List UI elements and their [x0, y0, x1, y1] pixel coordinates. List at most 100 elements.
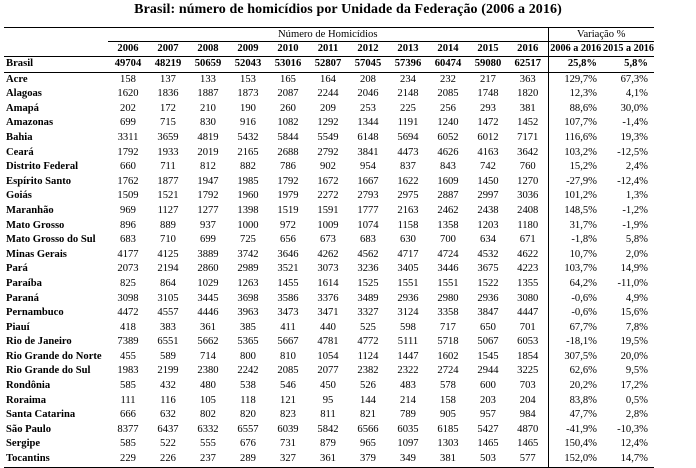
- cell-value: 203: [480, 394, 496, 406]
- cell-value: 3889: [197, 248, 219, 260]
- cell-value: 1614: [317, 277, 339, 289]
- cell-value: 2199: [157, 365, 179, 377]
- cell-value: 2087: [277, 88, 299, 100]
- cell-value: 60474: [428, 56, 468, 73]
- cell-value: 538: [240, 380, 256, 392]
- cell-value: 3446: [437, 263, 459, 275]
- cell-value: 253: [360, 102, 376, 114]
- cell-value: 3742: [237, 248, 259, 260]
- cell-value: 1777: [357, 204, 379, 216]
- cell-value: 349: [388, 452, 428, 468]
- cell-value: 48219: [148, 56, 188, 73]
- cell-value: 381: [519, 102, 536, 114]
- table-row: Bahia 3311 3659 4819 5432 5844 5549 6148 5694 605…: [4, 130, 654, 146]
- cell-value: 1240: [437, 117, 459, 129]
- cell-value: 905: [440, 409, 456, 421]
- cell-value: 522: [160, 438, 176, 450]
- cell-value: 2860: [197, 263, 219, 275]
- cell-value: 503: [468, 452, 508, 468]
- cell-value: 731: [280, 438, 296, 450]
- cell-value: 4781: [317, 336, 339, 348]
- cell-value: 823: [280, 409, 296, 421]
- cell-value: 57396: [388, 56, 428, 73]
- cell-value: 812: [200, 161, 216, 173]
- row-name: Santa Catarina: [6, 409, 76, 421]
- cell-variation: 20,2%: [547, 379, 603, 394]
- group-header: Número de Homicídios: [108, 27, 548, 42]
- year-header: 2006: [108, 41, 148, 57]
- cell-value: 202: [120, 102, 136, 114]
- cell-value: 5662: [197, 336, 219, 348]
- table-row: Rondônia 585 432 480 538 546 450 526 483 578 600 70…: [4, 379, 654, 394]
- cell-value: 190: [240, 102, 256, 114]
- cell-value: 3698: [237, 292, 259, 304]
- row-name: Bahia: [6, 131, 33, 143]
- cell-value: 133: [200, 73, 216, 85]
- cell-value: 1029: [197, 277, 219, 289]
- row-name: Paraná: [6, 292, 39, 304]
- row-name: Ceará: [6, 146, 34, 158]
- cell-value: 1792: [117, 146, 139, 158]
- cell-value: 8377: [117, 423, 139, 435]
- cell-value: 3646: [277, 248, 299, 260]
- cell-value: 585: [120, 438, 136, 450]
- cell-value: 1602: [437, 350, 459, 362]
- cell-value: 116: [160, 394, 176, 406]
- cell-variation: -11,0%: [617, 277, 649, 289]
- cell-value: 158: [440, 394, 456, 406]
- row-name: Tocantins: [4, 452, 108, 468]
- cell-value: 450: [320, 380, 336, 392]
- cell-value: 50659: [188, 56, 228, 73]
- cell-value: 3841: [357, 146, 379, 158]
- cell-value: 1398: [237, 204, 259, 216]
- cell-value: 5432: [237, 131, 259, 143]
- cell-variation: 103,7%: [547, 262, 603, 277]
- year-header: 2007: [148, 41, 188, 57]
- cell-variation: 152,0%: [547, 452, 603, 468]
- cell-value: 810: [280, 350, 296, 362]
- cell-value: 5842: [317, 423, 339, 435]
- cell-variation: -1,8%: [547, 233, 603, 248]
- table-row: São Paulo 8377 6437 6332 6557 6039 5842 6566 603…: [4, 422, 654, 438]
- cell-value: 226: [148, 452, 188, 468]
- cell-value: 5111: [397, 336, 419, 348]
- cell-variation: 107,7%: [547, 116, 603, 131]
- cell-value: 3473: [277, 307, 299, 319]
- cell-value: 666: [120, 409, 136, 421]
- cell-variation: 67,7%: [547, 320, 603, 336]
- cell-value: 525: [360, 321, 376, 333]
- cell-value: 1054: [317, 350, 339, 362]
- cell-value: 2975: [397, 190, 419, 202]
- cell-value: 217: [480, 73, 496, 85]
- cell-value: 3105: [157, 292, 179, 304]
- cell-value: 1358: [437, 219, 459, 231]
- cell-value: 59080: [468, 56, 508, 73]
- cell-value: 164: [320, 73, 336, 85]
- cell-value: 1127: [157, 204, 179, 216]
- year-header: 2008: [188, 41, 228, 57]
- cell-value: 2887: [437, 190, 459, 202]
- cell-value: 1551: [437, 277, 459, 289]
- cell-value: 4446: [197, 307, 219, 319]
- cell-value: 289: [228, 452, 268, 468]
- cell-value: 4532: [477, 248, 499, 260]
- cell-value: 260: [280, 102, 296, 114]
- year-header: 2010: [268, 41, 308, 57]
- table-row: Pará 2073 2194 2860 2989 3521 3073 3236 3405 3446…: [4, 262, 654, 277]
- cell-variation: 12,4%: [620, 438, 648, 450]
- cell-value: 6551: [157, 336, 179, 348]
- cell-value: 4724: [437, 248, 459, 260]
- table-row: Sergipe 585 522 555 676 731 879 965 1097 1303 1465…: [4, 437, 654, 453]
- cell-value: 3489: [357, 292, 379, 304]
- cell-value: 837: [400, 161, 416, 173]
- cell-value: 660: [120, 161, 136, 173]
- cell-variation: 116,6%: [547, 130, 603, 146]
- cell-variation: 12,3%: [547, 87, 603, 102]
- table-body: Brasil 49704 48219 50659 52043 53016 52807 5704…: [4, 56, 654, 468]
- cell-value: 1158: [397, 219, 419, 231]
- table-row: Santa Catarina 666 632 802 820 823 811 821 789 90…: [4, 408, 654, 423]
- cell-variation: 2,8%: [625, 409, 648, 421]
- cell-value: 172: [160, 102, 176, 114]
- table-row: Paraíba 825 864 1029 1263 1455 1614 1525 1551 155…: [4, 276, 654, 292]
- cell-value: 1983: [117, 365, 139, 377]
